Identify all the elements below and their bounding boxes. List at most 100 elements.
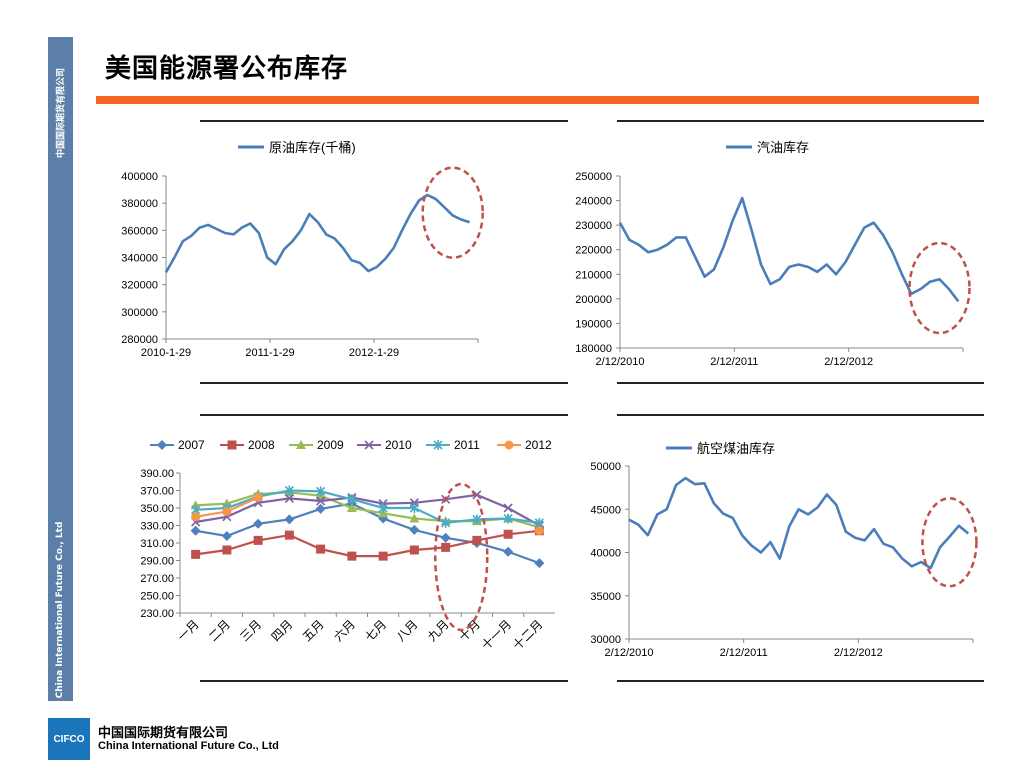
legend-label: 2009 xyxy=(317,438,344,452)
y-tick-label: 280000 xyxy=(121,334,158,346)
marker-diamond xyxy=(190,525,201,536)
y-tick-label: 200000 xyxy=(575,294,612,306)
series-line xyxy=(195,529,540,558)
marker-x xyxy=(284,493,294,503)
marker-x xyxy=(503,503,513,513)
marker-star xyxy=(441,517,451,528)
marker-diamond xyxy=(221,531,232,541)
highlight-circle xyxy=(421,166,484,259)
marker-diamond xyxy=(315,503,326,514)
marker-star xyxy=(378,503,388,513)
page-title: 美国能源署公布库存 xyxy=(105,54,349,84)
y-tick-label: 340000 xyxy=(121,253,158,265)
y-tick-label: 30000 xyxy=(590,634,621,646)
marker-diamond xyxy=(284,514,295,525)
y-tick-label: 40000 xyxy=(590,548,621,560)
marker-star xyxy=(316,486,326,497)
sidebar-bar xyxy=(48,37,73,701)
legend-label: 2007 xyxy=(178,438,205,452)
marker-diamond xyxy=(409,524,420,535)
x-category-label: 一月 xyxy=(175,617,202,644)
sidebar-company-cn: 中国国际期货有限公司 xyxy=(56,67,67,159)
y-tick-label: 180000 xyxy=(575,343,612,355)
y-tick-label: 240000 xyxy=(575,196,612,208)
marker-star xyxy=(284,485,294,496)
marker-square xyxy=(227,440,237,450)
marker-circle xyxy=(191,512,201,522)
x-tick-label: 2010-1-29 xyxy=(141,347,191,359)
marker-square xyxy=(472,535,482,545)
y-tick-label: 190000 xyxy=(575,318,612,330)
divider-monthly-bottom xyxy=(200,680,568,682)
y-tick-label: 35000 xyxy=(590,591,621,603)
legend-label: 航空煤油库存 xyxy=(697,441,775,456)
marker-square xyxy=(441,542,451,552)
highlight-ellipse xyxy=(434,482,489,632)
y-tick-label: 380000 xyxy=(121,198,158,210)
monthly-inventory-svg: 230.00 250.00 270.00 290.00 310.00 330.00 350.… xyxy=(140,438,555,653)
x-tick-label: 2/12/2012 xyxy=(834,647,883,659)
series-line xyxy=(195,491,540,529)
x-category-label: 三月 xyxy=(237,617,264,644)
x-category-label: 八月 xyxy=(394,617,421,644)
x-tick-label: 2/12/2012 xyxy=(824,356,873,368)
title-underline xyxy=(96,96,979,104)
y-tick-label: 250.00 xyxy=(140,591,174,603)
divider-jet-bottom xyxy=(617,680,984,682)
monthly-inventory-chart: 230.00 250.00 270.00 290.00 310.00 330.00 350.… xyxy=(100,430,580,670)
marker-diamond xyxy=(157,440,167,450)
y-tick-label: 45000 xyxy=(590,504,621,516)
marker-triangle xyxy=(296,440,306,449)
x-tick-label: 2/12/2010 xyxy=(605,647,654,659)
highlight-circle xyxy=(921,497,978,588)
x-category-label: 十一月 xyxy=(479,617,514,652)
y-tick-label: 360000 xyxy=(121,225,158,237)
marker-x xyxy=(364,440,374,450)
divider-jet-top xyxy=(617,414,984,416)
y-tick-label: 220000 xyxy=(575,245,612,257)
divider-monthly-top xyxy=(200,414,568,416)
x-category-label: 四月 xyxy=(269,617,296,644)
legend-label: 原油库存(千桶) xyxy=(269,140,356,155)
y-tick-label: 230.00 xyxy=(140,608,174,620)
x-tick-label: 2012-1-29 xyxy=(349,347,399,359)
x-tick-label: 2011-1-29 xyxy=(245,347,294,359)
divider-gasoline-bottom xyxy=(617,382,984,384)
marker-square xyxy=(316,544,326,554)
y-tick-label: 400000 xyxy=(121,171,158,183)
company-name-en: China International Future Co., Ltd xyxy=(98,740,279,752)
y-tick-label: 50000 xyxy=(590,461,621,473)
highlight-circle xyxy=(908,241,971,335)
marker-diamond xyxy=(534,558,545,569)
series-line xyxy=(628,476,970,570)
marker-diamond xyxy=(253,518,264,529)
marker-star xyxy=(347,494,357,505)
y-tick-label: 350.00 xyxy=(140,503,174,515)
cifco-logo: CIFCO xyxy=(48,718,90,760)
y-tick-label: 290.00 xyxy=(140,556,174,568)
y-tick-label: 390.00 xyxy=(140,468,174,480)
marker-triangle xyxy=(346,503,357,512)
gasoline-inventory-chart: 180000 190000 200000 210000 220000 230000 2400… xyxy=(575,130,980,380)
legend-label: 汽油库存 xyxy=(757,140,809,155)
legend-label: 2012 xyxy=(525,438,552,452)
jet-fuel-inventory-svg: 30000 35000 40000 45000 50000 2/12/2010 2/12/2… xyxy=(590,441,978,659)
marker-star xyxy=(534,517,544,528)
series-line xyxy=(195,489,540,525)
divider-gasoline-top xyxy=(617,120,984,122)
x-category-label: 七月 xyxy=(362,617,389,644)
x-category-label: 六月 xyxy=(331,617,358,644)
y-tick-label: 370.00 xyxy=(140,486,174,498)
x-tick-label: 2/12/2011 xyxy=(710,356,758,368)
marker-square xyxy=(253,535,263,545)
marker-square xyxy=(378,551,388,561)
y-tick-label: 270.00 xyxy=(140,573,174,585)
y-tick-label: 230000 xyxy=(575,220,612,232)
marker-square xyxy=(191,549,201,559)
y-tick-label: 320000 xyxy=(121,280,158,292)
sidebar-company-en: China International Future Co., Ltd xyxy=(55,521,65,699)
company-name-cn: 中国国际期货有限公司 xyxy=(98,726,229,741)
x-tick-label: 2/12/2010 xyxy=(596,356,645,368)
marker-diamond xyxy=(503,546,514,557)
x-category-label: 九月 xyxy=(425,617,452,644)
